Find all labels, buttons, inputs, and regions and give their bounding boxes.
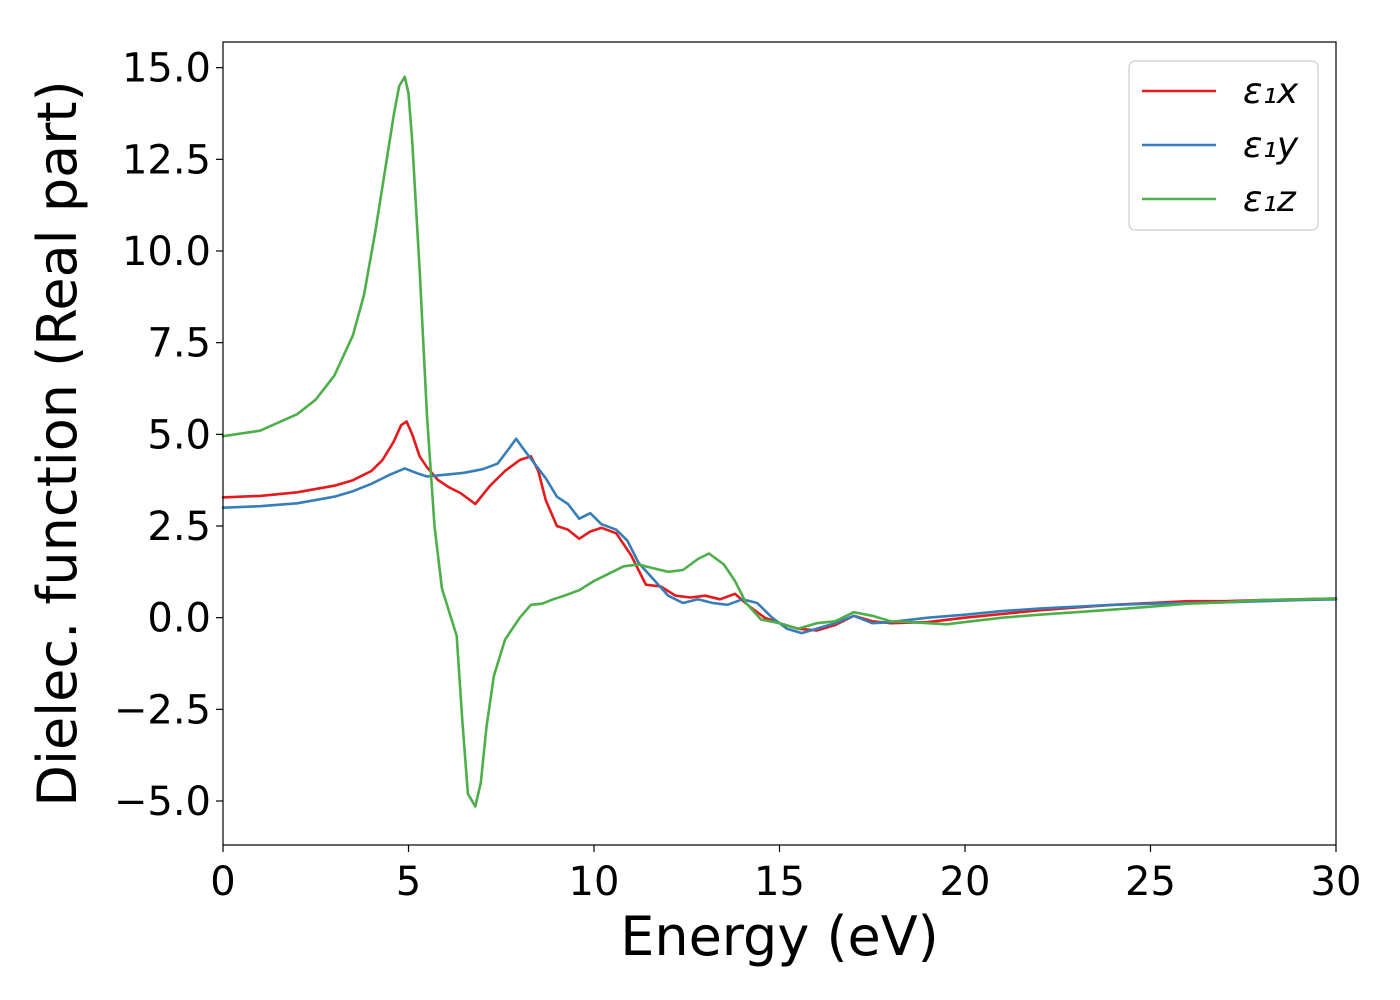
y-axis: −5.0 −2.5 0.0 2.5 5.0 7.5 10.0 12.5 15.0 xyxy=(114,46,223,825)
legend-box xyxy=(1128,60,1319,231)
x-tick-label: 20 xyxy=(940,859,991,905)
x-axis-label: Energy (eV) xyxy=(620,905,939,968)
y-tick-label: 12.5 xyxy=(122,137,211,183)
y-axis-label: Dielec. function (Real part) xyxy=(26,80,89,806)
y-tick-label: 0.0 xyxy=(147,596,211,642)
x-tick-label: 5 xyxy=(396,859,421,905)
x-axis: 0 5 10 15 20 25 30 xyxy=(210,845,1361,905)
series-line-0 xyxy=(221,420,1338,632)
y-tick-label: 15.0 xyxy=(122,46,211,92)
legend-label-1: ε₁y xyxy=(1243,125,1299,166)
series-layer xyxy=(221,75,1338,808)
y-tick-label: 2.5 xyxy=(147,504,211,550)
legend-label-2: ε₁z xyxy=(1243,179,1297,220)
y-tick-label: 10.0 xyxy=(122,229,211,275)
x-tick-label: 10 xyxy=(569,859,620,905)
series-line-2 xyxy=(221,75,1338,808)
y-tick-label: 7.5 xyxy=(147,321,211,367)
x-tick-label: 15 xyxy=(754,859,805,905)
x-tick-label: 25 xyxy=(1125,859,1176,905)
y-tick-label: −2.5 xyxy=(114,687,211,733)
legend-label-0: ε₁x xyxy=(1243,71,1299,112)
y-tick-label: −5.0 xyxy=(114,779,211,825)
x-tick-label: 30 xyxy=(1311,859,1362,905)
series-line-1 xyxy=(221,437,1338,635)
y-tick-label: 5.0 xyxy=(147,412,211,458)
legend: ε₁x ε₁y ε₁z xyxy=(1128,60,1319,231)
x-tick-label: 0 xyxy=(210,859,235,905)
